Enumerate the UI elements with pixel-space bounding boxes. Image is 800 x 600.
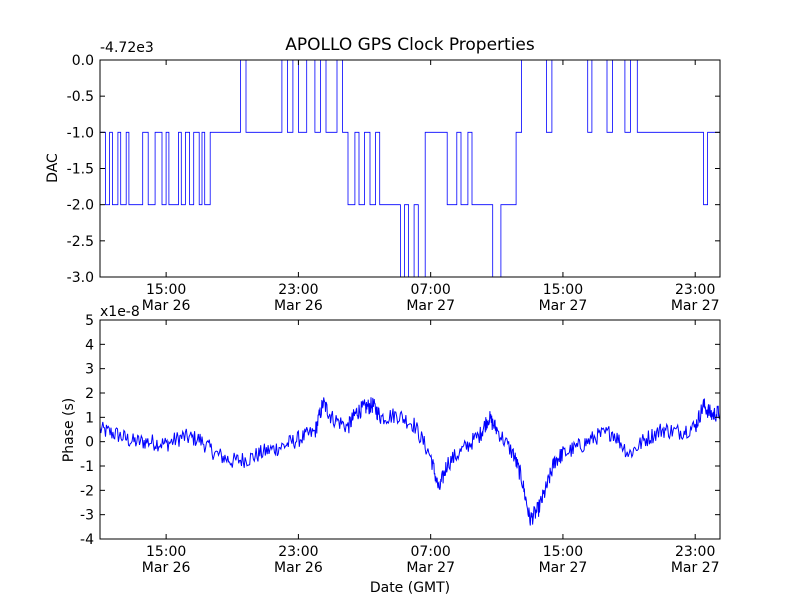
- y-tick-label: -2.0: [67, 198, 94, 214]
- y-tick-label: 2: [85, 386, 94, 402]
- y-tick: -3.0: [67, 270, 720, 286]
- y-tick: -1: [80, 459, 720, 475]
- x-axis-label: Date (GMT): [370, 580, 450, 596]
- phase-y-ticks: 5 4 3 2 1 0 -1 -2 -3 -4: [80, 313, 720, 548]
- x-tick-time-label: 23:00: [278, 282, 318, 298]
- y-tick: 1: [85, 410, 720, 426]
- y-tick: 4: [85, 337, 720, 353]
- x-tick-time-label: 07:00: [410, 282, 450, 298]
- y-tick: 0.0: [72, 53, 720, 69]
- y-tick: -1.5: [67, 162, 720, 178]
- x-tick-date-label: Mar 27: [539, 560, 588, 576]
- phase-plot-frame: [99, 319, 721, 540]
- phase-series-line-0: [99, 397, 721, 526]
- y-tick-label: -3.0: [67, 270, 94, 286]
- y-tick-label: 1: [85, 410, 94, 426]
- phase-line-layer: [99, 397, 721, 526]
- dac-y-axis-label: DAC: [45, 153, 61, 183]
- y-tick-label: 0: [85, 435, 94, 451]
- y-tick-label: -3: [80, 508, 94, 524]
- x-tick-time-label: 15:00: [543, 544, 583, 560]
- dac-y-ticks: 0.0 -0.5 -1.0 -1.5 -2.0 -2.5 -3.0: [67, 53, 720, 286]
- y-tick-label: 3: [85, 362, 94, 378]
- x-tick-date-label: Mar 26: [142, 560, 191, 576]
- y-tick: -2.5: [67, 234, 720, 250]
- x-tick-time-label: 15:00: [146, 282, 186, 298]
- y-tick: -2.0: [67, 198, 720, 214]
- dac-line-layer: [100, 59, 720, 278]
- x-tick-time-label: 07:00: [410, 544, 450, 560]
- x-tick-date-label: Mar 26: [274, 298, 323, 314]
- y-tick: 0: [85, 435, 720, 451]
- y-tick: -0.5: [67, 89, 720, 105]
- dac-plot-frame: [99, 59, 721, 278]
- figure-title: APOLLO GPS Clock Properties: [285, 35, 535, 55]
- y-tick-label: -1.5: [67, 162, 94, 178]
- phase-offset-label: x1e-8: [100, 304, 140, 320]
- y-tick: -4: [80, 532, 720, 548]
- y-tick: 5: [85, 313, 720, 329]
- x-tick-date-label: Mar 27: [671, 560, 720, 576]
- x-tick-time-label: 23:00: [675, 544, 715, 560]
- y-tick: -1.0: [67, 125, 720, 141]
- x-tick-date-label: Mar 27: [671, 298, 720, 314]
- y-tick: 3: [85, 362, 720, 378]
- y-tick-label: -0.5: [67, 89, 94, 105]
- x-tick-date-label: Mar 27: [406, 560, 455, 576]
- y-tick-label: 4: [85, 337, 94, 353]
- y-tick: -3: [80, 508, 720, 524]
- y-tick-label: -4: [80, 532, 94, 548]
- y-tick-label: -1.0: [67, 125, 94, 141]
- y-tick-label: -1: [80, 459, 94, 475]
- x-tick-time-label: 15:00: [146, 544, 186, 560]
- dac-series-line-0: [100, 59, 720, 278]
- x-tick-date-label: Mar 27: [406, 298, 455, 314]
- y-tick-label: 5: [85, 313, 94, 329]
- y-tick: 2: [85, 386, 720, 402]
- x-tick-date-label: Mar 26: [142, 298, 191, 314]
- x-tick-date-label: Mar 26: [274, 560, 323, 576]
- x-tick-time-label: 23:00: [278, 544, 318, 560]
- y-tick: -2: [80, 483, 720, 499]
- y-tick-label: 0.0: [72, 53, 94, 69]
- y-tick-label: -2.5: [67, 234, 94, 250]
- dac-offset-label: -4.72e3: [100, 40, 154, 56]
- phase-y-axis-label: Phase (s): [61, 398, 77, 462]
- x-tick-time-label: 23:00: [675, 282, 715, 298]
- x-tick-date-label: Mar 27: [539, 298, 588, 314]
- x-tick-time-label: 15:00: [543, 282, 583, 298]
- y-tick-label: -2: [80, 483, 94, 499]
